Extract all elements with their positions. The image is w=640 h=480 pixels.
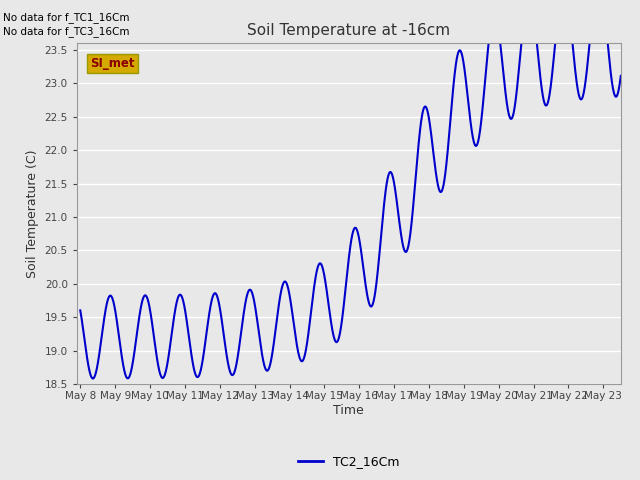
- Y-axis label: Soil Temperature (C): Soil Temperature (C): [26, 149, 39, 278]
- Title: Soil Temperature at -16cm: Soil Temperature at -16cm: [247, 23, 451, 38]
- Legend: TC2_16Cm: TC2_16Cm: [293, 450, 404, 473]
- Text: No data for f_TC3_16Cm: No data for f_TC3_16Cm: [3, 26, 130, 37]
- Text: No data for f_TC1_16Cm: No data for f_TC1_16Cm: [3, 12, 130, 23]
- X-axis label: Time: Time: [333, 404, 364, 417]
- Text: SI_met: SI_met: [90, 57, 135, 70]
